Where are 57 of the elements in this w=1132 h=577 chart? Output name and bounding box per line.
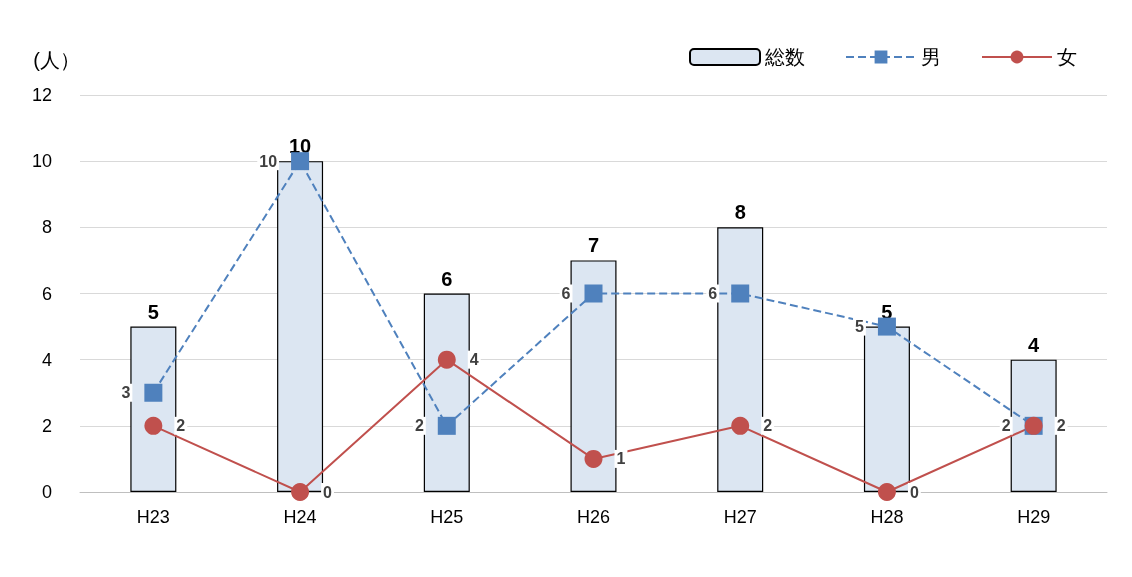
y-tick-label: 0 — [41, 482, 52, 502]
x-tick-label: H28 — [870, 507, 904, 527]
data-label: 6 — [441, 267, 453, 290]
legend-label: 男 — [921, 46, 941, 68]
data-label: 2 — [176, 417, 186, 435]
data-label: 0 — [909, 483, 919, 501]
legend-label: 総数 — [764, 46, 805, 68]
bar — [863, 326, 910, 492]
legend-label: 女 — [1057, 46, 1077, 68]
data-label: 6 — [561, 285, 571, 302]
x-tick-label: H24 — [283, 507, 317, 527]
point — [877, 317, 896, 336]
data-label: 3 — [121, 384, 131, 402]
y-axis-title: (人） — [33, 49, 80, 71]
bar — [277, 161, 324, 492]
y-tick-label: 2 — [41, 415, 52, 436]
y-tick-label: 10 — [31, 151, 52, 172]
data-label: 8 — [734, 201, 746, 224]
x-tick-label: H29 — [1017, 507, 1051, 527]
x-tick-label: H26 — [576, 507, 611, 527]
point — [144, 383, 163, 402]
data-label: 2 — [1056, 417, 1066, 435]
bar — [1010, 359, 1057, 492]
x-tick-label: H27 — [723, 507, 757, 527]
data-label: 2 — [414, 417, 424, 435]
point — [437, 416, 456, 435]
point — [144, 416, 163, 435]
data-label: 6 — [708, 285, 718, 302]
data-label: 2 — [763, 417, 773, 435]
point — [731, 284, 750, 303]
data-label: 10 — [288, 135, 312, 158]
data-label: 5 — [147, 300, 159, 323]
x-tick-label: H23 — [136, 507, 170, 527]
point — [584, 284, 603, 303]
data-label: 5 — [855, 318, 865, 336]
bar — [423, 293, 470, 492]
point — [291, 483, 310, 501]
y-tick-label: 8 — [41, 217, 52, 238]
bar — [717, 227, 764, 492]
bar — [130, 326, 177, 492]
data-label: 4 — [1028, 333, 1041, 356]
data-label: 4 — [469, 351, 479, 369]
y-tick-label: 6 — [41, 283, 52, 304]
point — [731, 416, 750, 435]
point — [437, 350, 456, 369]
point — [584, 449, 603, 468]
data-label: 2 — [1001, 417, 1011, 435]
point — [291, 152, 310, 171]
data-label: 0 — [323, 483, 333, 501]
y-tick-label: 12 — [31, 85, 52, 105]
x-tick-label: H25 — [430, 507, 464, 527]
data-label: 1 — [616, 450, 626, 468]
data-label: 7 — [587, 234, 600, 257]
data-label: 10 — [259, 152, 278, 170]
y-tick-label: 4 — [41, 349, 52, 370]
bar — [570, 260, 617, 492]
point — [877, 483, 896, 501]
